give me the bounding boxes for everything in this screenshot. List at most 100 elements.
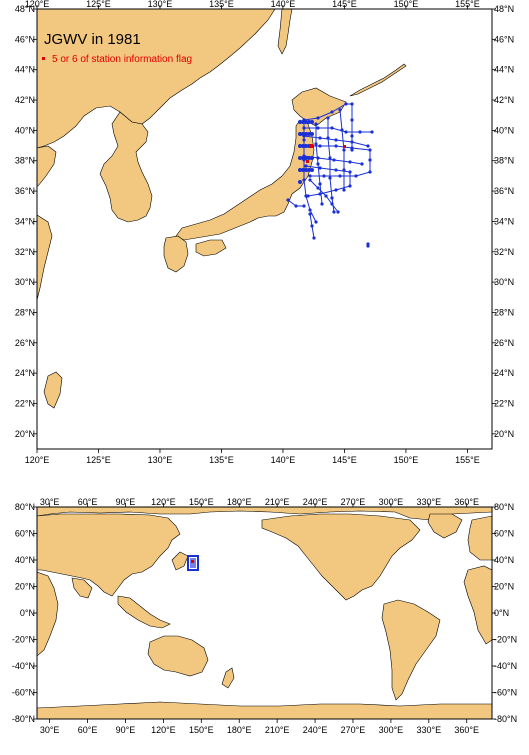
lon-tick-label: 300°E (379, 725, 404, 735)
station-point (368, 170, 372, 174)
station-point (332, 210, 336, 214)
regional-map: 120°E 120°E 125°E 125°E 130°E 130°E 135°E 135°E… (15, 0, 514, 465)
north-america (261, 513, 421, 601)
station-point (302, 178, 306, 182)
regional-map-frame (36, 8, 493, 450)
station-point (348, 170, 352, 174)
lat-tick-label: -20°N (494, 635, 517, 645)
station-point (344, 102, 348, 106)
station-point (304, 132, 308, 136)
station-point (308, 174, 312, 178)
station-point (310, 120, 314, 124)
lon-tick-label: 330°E (416, 725, 441, 735)
legend-label: 5 or 6 of station information flag (52, 54, 192, 65)
lat-tick-label: 28°N (15, 307, 35, 317)
station-point (336, 210, 340, 214)
station-point (302, 204, 306, 208)
station-point (318, 166, 322, 170)
lat-tick-label: 44°N (494, 65, 514, 75)
lon-tick-label: 145°E (332, 0, 357, 9)
regional-land (37, 9, 407, 409)
lon-tick-label: 150°E (189, 497, 214, 507)
lat-tick-label: 48°N (494, 4, 514, 14)
lat-tick-label: 28°N (494, 307, 514, 317)
lon-tick-label: 90°E (116, 497, 136, 507)
africa (37, 571, 59, 657)
lat-tick-label: 42°N (494, 95, 514, 105)
lat-tick-label: 80°N (15, 502, 35, 512)
station-point (330, 196, 334, 200)
station-point (332, 158, 336, 162)
lon-tick-label: 240°E (303, 497, 328, 507)
new-zealand (221, 667, 235, 689)
kuril-islands (349, 63, 407, 97)
station-point (334, 144, 338, 148)
station-point (318, 182, 322, 186)
station-point (316, 126, 320, 130)
lat-tick-label: 24°N (494, 368, 514, 378)
lon-tick-label: 150°E (394, 0, 419, 9)
station-point (302, 126, 306, 130)
station-point (320, 202, 324, 206)
station-point (350, 118, 354, 122)
lat-tick-label: 0°N (494, 608, 509, 618)
station-point (326, 116, 330, 120)
station-point (324, 194, 328, 198)
lat-tick-label: 22°N (15, 398, 35, 408)
europe-east (467, 515, 492, 561)
station-point (298, 120, 302, 124)
station-point (312, 236, 316, 240)
station-point (316, 186, 320, 190)
lon-tick-label: 270°E (341, 725, 366, 735)
lon-tick-label: 270°E (341, 497, 366, 507)
station-point (301, 144, 305, 148)
lat-tick-label: 26°N (494, 338, 514, 348)
station-point (318, 136, 322, 140)
station-point (294, 204, 298, 208)
station-point (338, 174, 342, 178)
lat-tick-label: -60°N (12, 688, 35, 698)
station-point (301, 120, 305, 124)
station-point (326, 136, 330, 140)
lat-tick-label: 24°N (15, 368, 35, 378)
eurasia (37, 513, 181, 597)
lat-tick-label: 20°N (15, 582, 35, 592)
station-point (308, 212, 312, 216)
lon-tick-label: 120°E (25, 0, 50, 9)
south-asia (71, 577, 93, 599)
station-point (348, 184, 352, 188)
station-point (310, 224, 314, 228)
station-point (360, 162, 364, 166)
lat-tick-label: -80°N (12, 714, 35, 724)
lon-tick-label: 180°E (227, 497, 252, 507)
station-point (340, 128, 344, 132)
station-point (302, 138, 306, 142)
lat-tick-label: 80°N (494, 502, 514, 512)
station-point (354, 174, 358, 178)
lon-tick-label: 210°E (265, 725, 290, 735)
station-point (368, 158, 372, 162)
station-point (298, 168, 302, 172)
flagged-station (306, 160, 309, 163)
lat-tick-label: 60°N (15, 529, 35, 539)
station-point (314, 220, 318, 224)
japan-global (171, 551, 189, 571)
lat-tick-label: 32°N (494, 247, 514, 257)
lat-tick-label: -40°N (12, 661, 35, 671)
station-point (298, 132, 302, 136)
station-point (308, 178, 312, 182)
lat-tick-label: -40°N (494, 661, 517, 671)
lat-tick-label: 40°N (494, 555, 514, 565)
lat-tick-label: 32°N (15, 247, 35, 257)
global-map-ticks: 30°E 30°E 60°E 60°E 90°E 90°E 120°E 120°E 150°E 1… (12, 497, 517, 735)
lon-tick-label: 155°E (455, 0, 480, 9)
station-point (342, 188, 346, 192)
antarctica (37, 701, 492, 719)
lon-tick-label: 60°E (78, 725, 98, 735)
station-point (366, 144, 370, 148)
lon-tick-label: 330°E (416, 497, 441, 507)
lat-tick-label: 36°N (494, 186, 514, 196)
station-point (342, 148, 346, 152)
station-point (310, 156, 314, 160)
station-point (314, 142, 318, 146)
